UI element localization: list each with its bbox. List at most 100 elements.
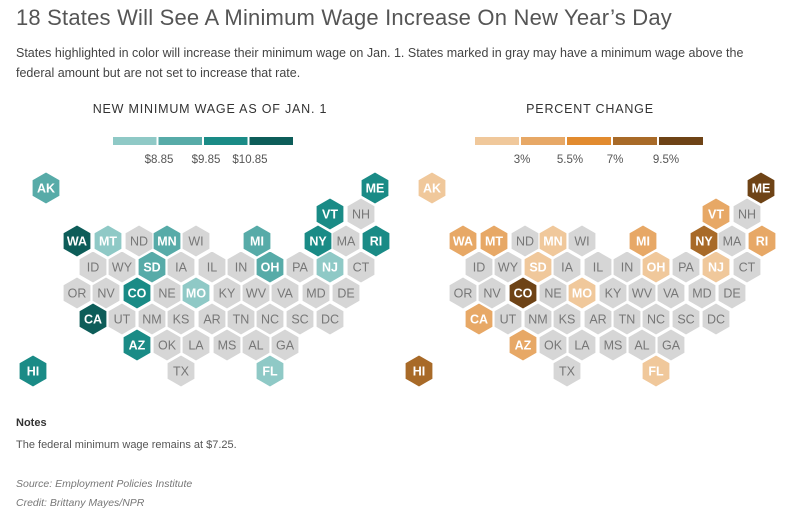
state-hex-ne[interactable]: NE: [538, 276, 568, 310]
state-hex-wa[interactable]: WA: [448, 224, 478, 258]
state-hex-nj[interactable]: NJ: [315, 250, 345, 284]
state-hex-ut[interactable]: UT: [493, 302, 523, 336]
state-hex-ia[interactable]: IA: [166, 250, 196, 284]
state-hex-pa[interactable]: PA: [285, 250, 315, 284]
state-hex-ar[interactable]: AR: [583, 302, 613, 336]
state-hex-wv[interactable]: WV: [241, 276, 271, 310]
state-hex-pa[interactable]: PA: [671, 250, 701, 284]
state-hex-ct[interactable]: CT: [346, 250, 376, 284]
state-hex-co[interactable]: CO: [122, 276, 152, 310]
state-hex-nd[interactable]: ND: [124, 224, 154, 258]
state-hex-la[interactable]: LA: [181, 328, 211, 362]
state-hex-or[interactable]: OR: [62, 276, 92, 310]
state-hex-ak[interactable]: AK: [417, 171, 447, 205]
state-hex-tn[interactable]: TN: [612, 302, 642, 336]
state-hex-md[interactable]: MD: [687, 276, 717, 310]
state-hex-me[interactable]: ME: [360, 171, 390, 205]
state-hex-in[interactable]: IN: [612, 250, 642, 284]
state-hex-ma[interactable]: MA: [717, 224, 747, 258]
state-hex-sd[interactable]: SD: [523, 250, 553, 284]
state-hex-ms[interactable]: MS: [598, 328, 628, 362]
state-hex-co[interactable]: CO: [508, 276, 538, 310]
state-hex-ne[interactable]: NE: [152, 276, 182, 310]
state-hex-la[interactable]: LA: [567, 328, 597, 362]
state-hex-ri[interactable]: RI: [361, 224, 391, 258]
state-hex-ny[interactable]: NY: [689, 224, 719, 258]
state-hex-mi[interactable]: MI: [628, 224, 658, 258]
state-hex-nm[interactable]: NM: [523, 302, 553, 336]
state-hex-az[interactable]: AZ: [122, 328, 152, 362]
state-hex-wv[interactable]: WV: [627, 276, 657, 310]
state-hex-ia[interactable]: IA: [552, 250, 582, 284]
state-hex-oh[interactable]: OH: [255, 250, 285, 284]
state-hex-tx[interactable]: TX: [552, 354, 582, 388]
state-hex-ar[interactable]: AR: [197, 302, 227, 336]
state-hex-vt[interactable]: VT: [315, 197, 345, 231]
state-hex-md[interactable]: MD: [301, 276, 331, 310]
state-hex-ks[interactable]: KS: [552, 302, 582, 336]
state-hex-ct[interactable]: CT: [732, 250, 762, 284]
state-hex-sc[interactable]: SC: [671, 302, 701, 336]
state-hex-mt[interactable]: MT: [479, 224, 509, 258]
state-hex-tx[interactable]: TX: [166, 354, 196, 388]
state-hex-ky[interactable]: KY: [212, 276, 242, 310]
state-hex-oh[interactable]: OH: [641, 250, 671, 284]
state-hex-nc[interactable]: NC: [641, 302, 671, 336]
state-hex-sc[interactable]: SC: [285, 302, 315, 336]
state-hex-vt[interactable]: VT: [701, 197, 731, 231]
state-hex-wa[interactable]: WA: [62, 224, 92, 258]
state-hex-nj[interactable]: NJ: [701, 250, 731, 284]
state-hex-va[interactable]: VA: [656, 276, 686, 310]
state-hex-ok[interactable]: OK: [152, 328, 182, 362]
state-hex-sd[interactable]: SD: [137, 250, 167, 284]
state-hex-ma[interactable]: MA: [331, 224, 361, 258]
state-hex-nh[interactable]: NH: [346, 197, 376, 231]
state-hex-ca[interactable]: CA: [78, 302, 108, 336]
state-hex-dc[interactable]: DC: [315, 302, 345, 336]
state-hex-nm[interactable]: NM: [137, 302, 167, 336]
state-hex-wy[interactable]: WY: [493, 250, 523, 284]
state-hex-al[interactable]: AL: [627, 328, 657, 362]
state-hex-ok[interactable]: OK: [538, 328, 568, 362]
state-hex-fl[interactable]: FL: [255, 354, 285, 388]
state-hex-nd[interactable]: ND: [510, 224, 540, 258]
state-hex-fl[interactable]: FL: [641, 354, 671, 388]
state-hex-wi[interactable]: WI: [567, 224, 597, 258]
state-hex-al[interactable]: AL: [241, 328, 271, 362]
state-hex-de[interactable]: DE: [331, 276, 361, 310]
state-hex-mn[interactable]: MN: [152, 224, 182, 258]
state-hex-id[interactable]: ID: [464, 250, 494, 284]
state-hex-il[interactable]: IL: [583, 250, 613, 284]
state-hex-mo[interactable]: MO: [567, 276, 597, 310]
state-hex-hi[interactable]: HI: [404, 354, 434, 388]
state-hex-wi[interactable]: WI: [181, 224, 211, 258]
state-hex-hi[interactable]: HI: [18, 354, 48, 388]
state-hex-me[interactable]: ME: [746, 171, 776, 205]
state-hex-ms[interactable]: MS: [212, 328, 242, 362]
state-hex-ga[interactable]: GA: [656, 328, 686, 362]
state-hex-ak[interactable]: AK: [31, 171, 61, 205]
state-hex-or[interactable]: OR: [448, 276, 478, 310]
state-hex-nc[interactable]: NC: [255, 302, 285, 336]
state-hex-ks[interactable]: KS: [166, 302, 196, 336]
state-hex-mi[interactable]: MI: [242, 224, 272, 258]
state-hex-va[interactable]: VA: [270, 276, 300, 310]
state-hex-mt[interactable]: MT: [93, 224, 123, 258]
state-hex-mn[interactable]: MN: [538, 224, 568, 258]
state-hex-il[interactable]: IL: [197, 250, 227, 284]
state-hex-ut[interactable]: UT: [107, 302, 137, 336]
state-hex-ca[interactable]: CA: [464, 302, 494, 336]
state-hex-id[interactable]: ID: [78, 250, 108, 284]
state-hex-ga[interactable]: GA: [270, 328, 300, 362]
state-hex-nv[interactable]: NV: [477, 276, 507, 310]
state-hex-dc[interactable]: DC: [701, 302, 731, 336]
state-hex-nh[interactable]: NH: [732, 197, 762, 231]
state-hex-mo[interactable]: MO: [181, 276, 211, 310]
state-hex-in[interactable]: IN: [226, 250, 256, 284]
state-hex-az[interactable]: AZ: [508, 328, 538, 362]
state-hex-tn[interactable]: TN: [226, 302, 256, 336]
state-hex-ky[interactable]: KY: [598, 276, 628, 310]
state-hex-de[interactable]: DE: [717, 276, 747, 310]
state-hex-wy[interactable]: WY: [107, 250, 137, 284]
state-hex-nv[interactable]: NV: [91, 276, 121, 310]
